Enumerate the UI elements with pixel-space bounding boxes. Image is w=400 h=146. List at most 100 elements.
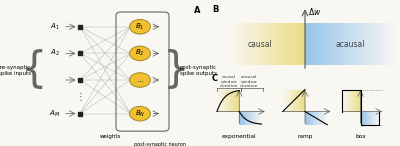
Bar [230,24,232,65]
Text: B: B [212,5,219,14]
Bar [245,112,246,125]
Text: post-synaptic
spike outputs: post-synaptic spike outputs [180,65,216,76]
Bar [231,89,232,112]
Bar [291,24,292,65]
Bar [220,89,221,112]
Bar [378,24,379,65]
Bar [238,24,239,65]
Bar [312,112,313,125]
Bar [236,89,237,112]
Bar [358,89,359,112]
Bar [378,112,379,125]
Bar [266,24,267,65]
Bar [286,89,287,112]
Bar [260,112,261,125]
Circle shape [130,73,150,87]
Bar [227,89,228,112]
Bar [261,112,262,125]
Bar [300,89,301,112]
Bar [319,112,320,125]
Bar [373,24,375,65]
Bar [217,89,218,112]
Bar [298,89,299,112]
Bar [363,112,364,125]
Bar [308,24,310,65]
Text: ramp: ramp [297,134,313,139]
Bar [376,112,377,125]
Bar [354,89,355,112]
Bar [226,89,227,112]
Bar [322,24,323,65]
Bar [276,24,277,65]
Bar [271,24,272,65]
Text: $B_N$: $B_N$ [135,108,145,119]
Text: post-synaptic neuron
and STDP timer: post-synaptic neuron and STDP timer [134,142,186,146]
Bar [299,24,300,65]
Bar [288,89,289,112]
Bar [270,24,271,65]
Bar [249,24,251,65]
Bar [302,24,304,65]
Bar [367,24,369,65]
Bar [306,112,307,125]
Bar [248,24,249,65]
Bar [332,24,334,65]
Circle shape [130,46,150,61]
Bar [247,24,248,65]
Bar [344,24,346,65]
Bar [381,24,382,65]
Text: box: box [355,134,366,139]
Bar [287,24,288,65]
Text: weights: weights [99,134,121,139]
Bar [361,24,363,65]
Bar [360,24,361,65]
Bar [352,24,354,65]
Bar [392,24,393,65]
Bar [225,89,226,112]
Bar [298,24,299,65]
Bar [285,89,286,112]
Bar [242,112,243,125]
Text: causal
window
duration: causal window duration [220,75,238,88]
Bar [343,89,344,112]
Bar [239,112,240,125]
Text: $\Delta w$: $\Delta w$ [308,6,322,17]
Circle shape [130,106,150,121]
Bar [320,24,322,65]
Bar [349,89,350,112]
Bar [314,24,316,65]
Bar [230,89,231,112]
Bar [232,89,233,112]
Bar [251,24,252,65]
Bar [280,24,281,65]
Bar [221,89,222,112]
Bar [254,112,255,125]
Bar [368,112,369,125]
Bar [363,24,364,65]
Bar [286,24,287,65]
Bar [323,24,325,65]
Text: ⋮: ⋮ [75,92,85,102]
Bar [360,89,361,112]
Bar [258,112,259,125]
Text: pre-synaptic
spike inputs: pre-synaptic spike inputs [0,65,31,76]
Text: A: A [194,6,200,15]
Bar [320,112,321,125]
Bar [291,89,292,112]
Bar [369,24,370,65]
Bar [348,89,349,112]
Bar [234,89,235,112]
Bar [316,24,317,65]
Bar [257,24,258,65]
Bar [370,24,372,65]
Bar [262,24,263,65]
Bar [259,112,260,125]
Bar [341,24,343,65]
Bar [325,112,326,125]
Text: $A_1$: $A_1$ [50,22,60,32]
Bar [242,24,243,65]
Bar [362,112,363,125]
Bar [294,89,295,112]
Text: C: C [212,74,218,82]
Bar [305,24,306,65]
